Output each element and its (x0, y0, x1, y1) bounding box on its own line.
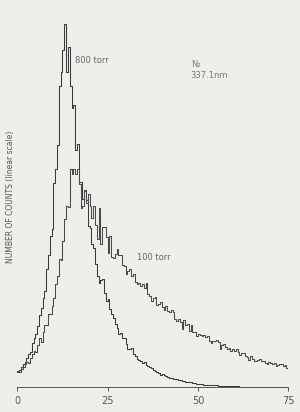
Text: 800 torr: 800 torr (75, 56, 109, 66)
Text: 100 torr: 100 torr (136, 253, 170, 262)
Y-axis label: NUMBER OF COUNTS (linear scale): NUMBER OF COUNTS (linear scale) (6, 130, 15, 263)
Text: N₂
337.1nm: N₂ 337.1nm (191, 60, 228, 80)
